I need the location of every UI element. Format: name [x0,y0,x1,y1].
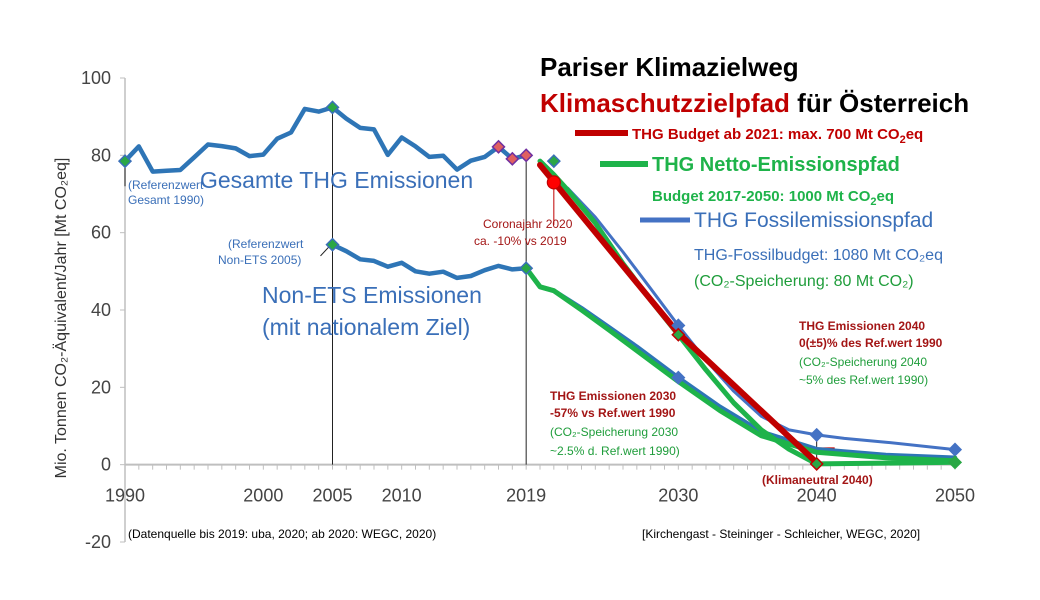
subtitle-black: für Österreich [790,88,969,118]
legend-2017-end: eq [877,188,895,205]
marker-diamond [947,442,963,457]
source-left: (Datenquelle bis 2019: uba, 2020; ab 202… [128,527,436,541]
y-tick-label: 20 [91,377,111,397]
e2040-1: THG Emissionen 2040 [799,319,925,333]
marker-diamond [505,151,520,166]
marker-diamond [809,456,824,471]
legend-label-netto: THG Netto-Emissionspfad [652,154,900,176]
legend: THG Budget ab 2021: max. 700 Mt CO2eq TH… [575,126,933,232]
speicherung-note: (CO₂-Speicherung: 80 Mt CO₂) [694,273,914,290]
source-right: [Kirchengast - Steininger - Schleicher, … [642,527,920,541]
legend-label-fossil: THG Fossilemissionspfad [694,209,933,232]
x-tick-label: 2005 [312,486,352,506]
label-nonets-1: Non-ETS Emissionen [262,282,482,308]
y-tick-label: 40 [91,300,111,320]
x-tick-label: 2000 [243,486,283,506]
legend-budget-end: eq [906,126,924,143]
e2040-3: (CO₂-Speicherung 2040 [799,355,927,369]
x-tick-label: 2019 [506,486,546,506]
marker-diamond [519,148,534,163]
e2030-4: ~2.5% d. Ref.wert 1990) [550,444,680,458]
marker-diamond [491,139,506,154]
marker-diamond [325,100,340,115]
e2030-2: -57% vs Ref.wert 1990 [550,406,676,420]
x-tick-label: 2010 [382,486,422,506]
e2040-4: ~5% des Ref.wert 1990) [799,373,928,387]
y-tick-label: 80 [91,145,111,165]
e2040-2: 0(±5)% des Ref.wert 1990 [799,336,943,350]
subtitle-red: Klimaschutzzielpfad [540,88,790,118]
ref-nonets-1: (Referenzwert [228,237,304,251]
x-tick-label: 2030 [658,486,698,506]
legend-budget-sub: 2 [900,134,906,146]
legend-budget-main: THG Budget ab 2021: max. 700 Mt CO [632,126,900,143]
marker-diamond [671,327,686,342]
label-nonets-2: (mit nationalem Ziel) [262,314,470,340]
fossilbudget-note: THG-Fossilbudget: 1080 Mt CO₂eq [694,247,943,264]
x-tick-label: 2050 [935,486,975,506]
e2030-1: THG Emissionen 2030 [550,389,676,403]
corona-2: ca. -10% vs 2019 [474,234,567,248]
e2030-3: (CO₂-Speicherung 2030 [550,425,678,439]
legend-2017-main: Budget 2017-2050: 1000 Mt CO [652,188,871,205]
ref-gesamt-2: Gesamt 1990) [128,193,204,207]
series-line-6 [523,265,958,464]
klimaneutral-note: (Klimaneutral 2040) [762,473,873,487]
y-tick-label: 100 [81,68,111,88]
y-tick-label: 60 [91,223,111,243]
y-axis-label: Mio. Tonnen CO₂-Äquivalent/Jahr [Mt CO₂e… [52,158,70,479]
ref-gesamt-1: (Referenzwert [128,178,204,192]
x-tick-label: 2040 [797,486,837,506]
legend-label-budget2017: Budget 2017-2050: 1000 Mt CO2eq [652,188,894,208]
marker-diamond [519,261,534,276]
y-tick-label: -20 [85,532,111,552]
corona-1: Coronajahr 2020 [483,217,573,231]
marker-layer [117,100,963,471]
marker-diamond [546,154,561,169]
marker-diamond [325,237,340,252]
marker-diamond [117,154,133,169]
marker-diamond [671,370,686,385]
axes-group: 100 80 60 40 20 0 -20 1990 2000 2005 2010 2019 2030 2… [81,68,975,552]
marker-circle [546,175,561,190]
marker-diamond [809,427,824,442]
legend-label-budget: THG Budget ab 2021: max. 700 Mt CO2eq [632,126,923,146]
legend-2017-sub: 2 [870,196,876,208]
ref-nonets-pointer [320,245,330,257]
series-line-0 [122,105,529,174]
label-gesamt: Gesamte THG Emissionen [200,167,473,193]
y-tick-label: 0 [101,455,111,475]
annotations: Gesamte THG Emissionen Non-ETS Emissione… [128,167,943,541]
ref-nonets-2: Non-ETS 2005) [218,253,301,267]
chart-subtitle: Klimaschutzzielpfad für Österreich [540,88,969,118]
series-line-1 [330,242,529,281]
chart-title: Pariser Klimazielweg [540,52,799,82]
x-tick-label: 1990 [105,486,145,506]
marker-diamond [947,455,963,470]
